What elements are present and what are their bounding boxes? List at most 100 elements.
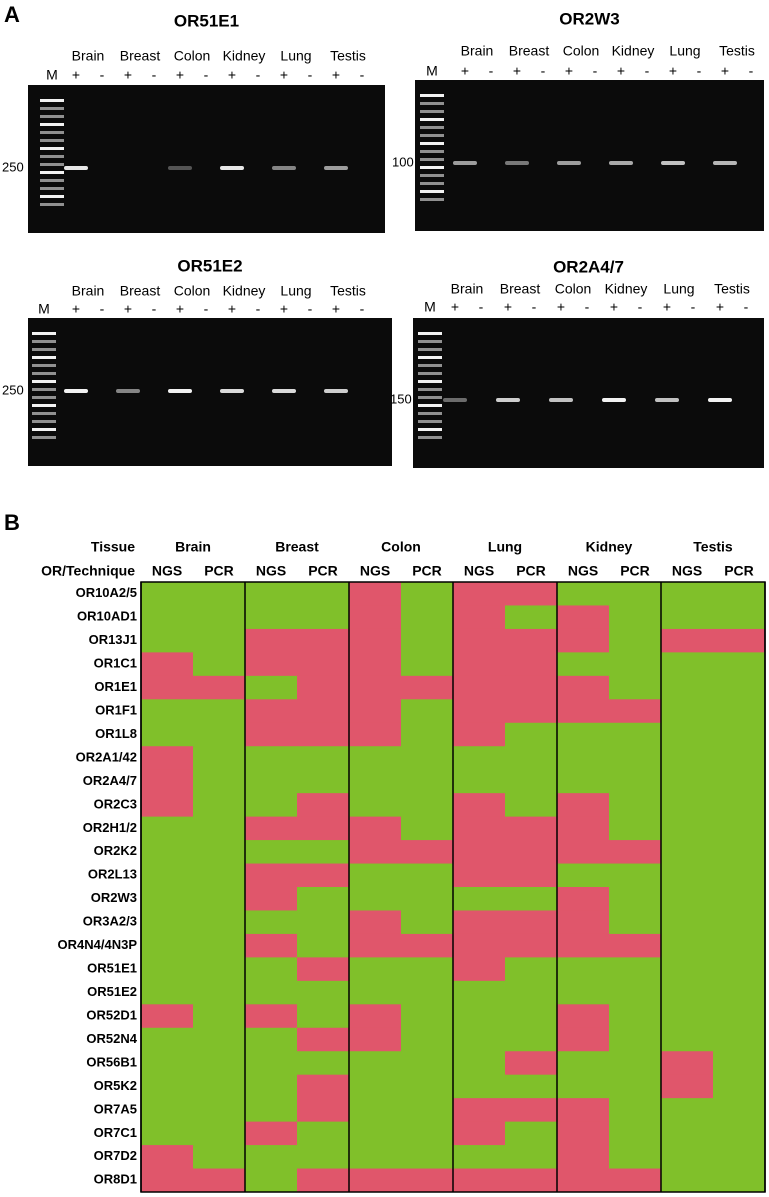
heatmap-cell — [193, 1004, 246, 1029]
heatmap-cell — [141, 1168, 194, 1193]
heatmap-cell — [557, 910, 610, 935]
heatmap-cell — [349, 1027, 402, 1052]
heatmap-cell — [505, 722, 558, 747]
heatmap-cell — [401, 699, 454, 724]
gel-band — [655, 398, 679, 402]
heatmap-cell — [401, 910, 454, 935]
ladder-band — [420, 158, 444, 161]
heatmap-cell — [297, 1098, 350, 1123]
heatmap-cell — [245, 1168, 298, 1193]
heatmap-cell — [609, 699, 662, 724]
heatmap-cell — [401, 746, 454, 771]
lane-label: - — [593, 63, 598, 79]
heatmap-cell — [141, 1145, 194, 1170]
ladder-band — [418, 332, 442, 335]
ladder-band — [32, 356, 56, 359]
heatmap-cell — [609, 933, 662, 958]
tissue-label: Kidney — [612, 43, 655, 59]
heatmap-cell — [609, 910, 662, 935]
gel-band — [443, 398, 467, 402]
heatmap-cell — [609, 1145, 662, 1170]
tissue-label: Brain — [72, 283, 105, 299]
heatmap-cell — [349, 1098, 402, 1123]
heatmap-cell — [453, 1027, 506, 1052]
tissue-label: Brain — [451, 281, 484, 297]
lane-label: + — [280, 301, 288, 317]
ladder-band — [418, 380, 442, 383]
heatmap-cell — [349, 769, 402, 794]
heatmap-cell — [661, 1098, 714, 1123]
heatmap-cell — [401, 957, 454, 982]
heatmap-cell — [713, 1051, 766, 1076]
heatmap-cell — [297, 1074, 350, 1099]
heatmap-cell — [609, 652, 662, 677]
heatmap-cell — [505, 793, 558, 818]
heatmap-cell — [661, 675, 714, 700]
heatmap-border — [140, 581, 766, 1193]
heatmap-cell — [141, 957, 194, 982]
tissue-label: Colon — [563, 43, 600, 59]
heatmap-cell — [141, 980, 194, 1005]
ladder-band — [418, 428, 442, 431]
heatmap-cell — [245, 933, 298, 958]
ladder-band — [32, 404, 56, 407]
gel-band — [116, 389, 140, 393]
heatmap-cell — [609, 863, 662, 888]
heatmap-cell — [609, 722, 662, 747]
heatmap-cell — [245, 699, 298, 724]
heatmap-cell — [713, 699, 766, 724]
row-label: OR7C1 — [94, 1125, 137, 1140]
ladder-band — [32, 372, 56, 375]
heatmap-cell — [401, 1168, 454, 1193]
lane-label: + — [565, 63, 573, 79]
heatmap-cell — [349, 863, 402, 888]
ladder-band — [420, 166, 444, 169]
heatmap-cell — [401, 933, 454, 958]
heatmap-cell — [609, 816, 662, 841]
heatmap-cell — [557, 722, 610, 747]
heatmap-cell — [141, 816, 194, 841]
tissue-label: Kidney — [223, 48, 266, 64]
heatmap-cell — [453, 652, 506, 677]
heatmap-cell — [349, 699, 402, 724]
lane-label: - — [749, 63, 754, 79]
size-marker: 150 — [390, 391, 412, 406]
heatmap-cell — [245, 1145, 298, 1170]
lane-label: - — [152, 301, 157, 317]
lane-label: - — [541, 63, 546, 79]
lane-label: M — [424, 299, 436, 315]
heatmap-cell — [245, 652, 298, 677]
heatmap-cell — [557, 628, 610, 653]
heatmap-cell — [557, 1004, 610, 1029]
heatmap-cell — [349, 1051, 402, 1076]
row-label: OR3A2/3 — [83, 914, 137, 929]
ladder-band — [32, 364, 56, 367]
heatmap-cell — [245, 1004, 298, 1029]
gel-band — [453, 161, 477, 165]
heatmap-cell — [661, 980, 714, 1005]
row-label: OR2H1/2 — [83, 820, 137, 835]
heatmap-cell — [713, 816, 766, 841]
heatmap-cell — [401, 652, 454, 677]
lane-label: + — [332, 67, 340, 83]
heatmap-cell — [609, 840, 662, 865]
ladder-band — [32, 380, 56, 383]
heatmap-cell — [297, 933, 350, 958]
heatmap-cell — [557, 957, 610, 982]
lane-label: + — [72, 67, 80, 83]
heatmap-cell — [505, 1074, 558, 1099]
heatmap-cell — [245, 1121, 298, 1146]
heatmap-cell — [193, 980, 246, 1005]
heatmap-cell — [297, 793, 350, 818]
heatmap-cell — [609, 605, 662, 630]
heatmap-cell — [557, 816, 610, 841]
gel-band — [220, 389, 244, 393]
heatmap-cell — [349, 722, 402, 747]
heatmap-cell — [505, 816, 558, 841]
heatmap-cell — [505, 1168, 558, 1193]
ladder-band — [418, 348, 442, 351]
heatmap-cell — [245, 1027, 298, 1052]
heatmap-cell — [453, 793, 506, 818]
heatmap-cell — [453, 605, 506, 630]
heatmap-cell — [505, 769, 558, 794]
